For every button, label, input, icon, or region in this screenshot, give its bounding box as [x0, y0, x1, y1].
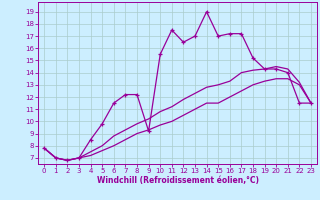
X-axis label: Windchill (Refroidissement éolien,°C): Windchill (Refroidissement éolien,°C)	[97, 176, 259, 185]
